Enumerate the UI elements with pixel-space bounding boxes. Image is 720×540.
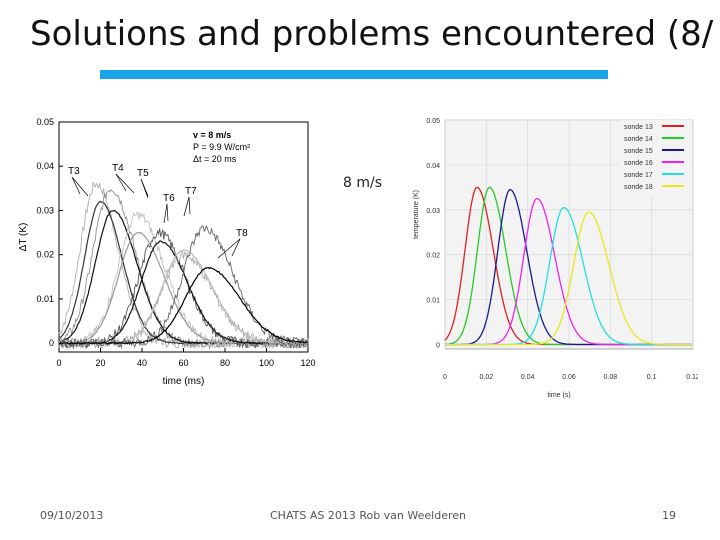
x-tick-label: 0 [56, 358, 61, 368]
curve-label-pointer [115, 173, 127, 192]
curve-label-pointer [115, 173, 135, 194]
x-tick-label: 80 [220, 358, 230, 368]
y-tick-label: 0.01 [426, 298, 440, 305]
legend-box [620, 120, 690, 196]
y-tick-label: 0.05 [426, 118, 440, 125]
y-tick-label: 0.03 [36, 205, 54, 215]
series-line-t8 [58, 225, 309, 350]
x-tick-label: 60 [178, 358, 188, 368]
x-tick-label: 120 [300, 358, 315, 368]
curve-label-pointer [71, 176, 89, 197]
curve-label-pointer [188, 196, 191, 215]
y-tick-label: 0.03 [426, 208, 440, 215]
legend-label: sonde 18 [624, 184, 653, 191]
y-tick-label: 0.01 [36, 294, 54, 304]
y-axis-label: temperature (K) [413, 190, 420, 239]
footer-center: CHATS AS 2013 Rob van Weelderen [270, 509, 466, 522]
curve-label-pointer [166, 203, 169, 222]
y-tick-label: 0.02 [426, 253, 440, 260]
x-tick-label: 0 [443, 374, 447, 381]
parameter-label: P = 9.9 W/cm² [193, 142, 250, 152]
y-tick-label: 0 [436, 343, 440, 350]
x-tick-label: 0.06 [562, 374, 576, 381]
x-axis-label: time (ms) [163, 376, 205, 387]
footer-date: 09/10/2013 [40, 509, 104, 522]
curve-label: T3 [68, 166, 80, 177]
legend-label: sonde 13 [624, 124, 653, 131]
x-tick-label: 0.1 [647, 374, 657, 381]
x-tick-label: 0.12 [686, 374, 698, 381]
curve-label: T5 [137, 168, 149, 179]
page-number: 19 [662, 509, 676, 522]
curve-label: T7 [185, 186, 197, 197]
plot-frame [58, 121, 309, 353]
legend-label: sonde 14 [624, 136, 653, 143]
x-axis-label: time (s) [547, 392, 570, 399]
series-line-sonde-18 [445, 211, 692, 346]
y-tick-label: 0.04 [36, 161, 54, 171]
y-tick-label: 0.02 [36, 250, 54, 260]
legend-label: sonde 17 [624, 172, 653, 179]
title-accent-bar [100, 70, 608, 79]
y-tick-label: 0.05 [36, 117, 54, 127]
curve-label: T8 [236, 228, 248, 239]
curve-label: T6 [163, 193, 175, 204]
slide-title: Solutions and problems encountered (8/ [30, 14, 714, 54]
series-line-t7 [58, 249, 309, 349]
legend-label: sonde 16 [624, 160, 653, 167]
y-tick-label: 0 [49, 338, 54, 348]
y-axis-label: ΔT (K) [18, 223, 29, 252]
series-line-t8 [58, 266, 309, 345]
right-chart: 0 0.01 0.02 0.03 0.04 0.05 0 0.02 0.04 0.06 0.08 0.… [413, 118, 698, 399]
curve-label-pointer [217, 238, 241, 259]
left-chart: 0 0.01 0.02 0.03 0.04 0.05 0 20 40 60 80 100 120 time… [18, 117, 316, 387]
y-tick-label: 0.04 [426, 163, 440, 170]
x-tick-label: 40 [137, 358, 147, 368]
curve-label-pointer [163, 203, 168, 224]
curve-label-pointer [140, 178, 149, 199]
parameter-label: Δt = 20 ms [193, 154, 237, 164]
curve-label-pointer [231, 238, 241, 257]
curve-label-pointer [71, 176, 81, 195]
x-tick-label: 0.04 [521, 374, 535, 381]
curve-label: T4 [112, 163, 124, 174]
x-tick-label: 20 [95, 358, 105, 368]
legend-label: sonde 15 [624, 148, 653, 155]
curve-label-pointer [183, 196, 190, 217]
parameter-label: v = 8 m/s [193, 130, 231, 140]
x-tick-label: 100 [259, 358, 274, 368]
x-tick-label: 0.08 [604, 374, 618, 381]
speed-annotation: 8 m/s [343, 175, 383, 191]
x-tick-label: 0.02 [480, 374, 494, 381]
